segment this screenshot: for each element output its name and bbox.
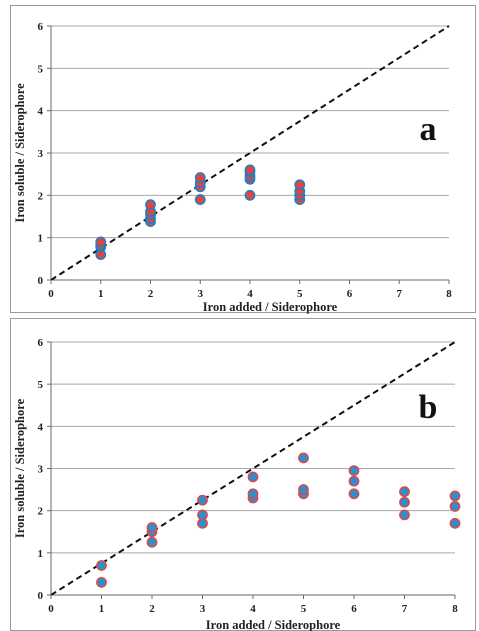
- x-axis-label: Iron added / Siderophore: [206, 618, 341, 631]
- data-point: [348, 488, 360, 500]
- x-tick-label: 0: [48, 603, 54, 615]
- y-tick-label: 6: [38, 337, 44, 349]
- x-tick-label: 2: [149, 603, 155, 615]
- y-tick-label: 5: [38, 63, 44, 75]
- y-tick-label: 6: [38, 21, 44, 33]
- panel-b: 0 1 2 3 4 5 6 0 1 2 3 4 5 6 7 8 Iron added / Siderophore…: [10, 318, 476, 631]
- y-tick-label: 2: [38, 506, 44, 518]
- x-tick-label: 3: [198, 288, 204, 300]
- x-tick-label: 5: [301, 603, 307, 615]
- y-tick-label: 0: [38, 275, 44, 287]
- panel-letter: b: [419, 389, 438, 426]
- x-tick-label: 4: [250, 603, 256, 615]
- x-tick-label: 7: [397, 288, 403, 300]
- x-tick-label: 1: [99, 603, 105, 615]
- data-point: [348, 465, 360, 477]
- data-point: [145, 199, 156, 211]
- y-tick-label: 3: [38, 148, 44, 160]
- x-axis-label: Iron added / Siderophore: [203, 300, 338, 314]
- y-tick-label: 2: [38, 190, 44, 202]
- data-point: [244, 164, 256, 176]
- data-point: [348, 475, 360, 487]
- panel-frame: [10, 5, 476, 313]
- data-point: [194, 172, 206, 183]
- panel-frame: [10, 318, 476, 631]
- y-tick-label: 4: [38, 421, 44, 433]
- x-tick-label: 7: [402, 603, 408, 615]
- x-tick-label: 4: [247, 288, 253, 300]
- x-tick-label: 1: [98, 288, 104, 300]
- data-point: [95, 236, 107, 248]
- data-point: [449, 490, 461, 502]
- data-point: [294, 179, 306, 191]
- x-tick-label: 6: [351, 603, 357, 615]
- x-tick-label: 3: [200, 603, 206, 615]
- y-axis-label: Iron soluble / Siderophore: [13, 83, 27, 223]
- data-point: [449, 517, 461, 529]
- data-point: [399, 496, 410, 508]
- x-tick-label: 8: [446, 288, 452, 300]
- y-tick-label: 4: [38, 106, 44, 118]
- x-tick-label: 0: [48, 288, 54, 300]
- data-point: [146, 522, 158, 533]
- x-tick-label: 6: [347, 288, 353, 300]
- data-point: [244, 189, 256, 201]
- data-point: [96, 576, 107, 588]
- y-tick-label: 5: [38, 379, 44, 391]
- data-point: [197, 509, 208, 521]
- panel-letter: a: [420, 111, 437, 148]
- data-point: [399, 509, 410, 521]
- data-point: [197, 494, 208, 506]
- y-tick-label: 1: [38, 233, 44, 245]
- data-point: [247, 488, 259, 500]
- panel-a: 0 1 2 3 4 5 6 0 1 2 3 4 5 6 7 8 Iron added / Siderophore…: [10, 5, 476, 314]
- data-point: [449, 501, 461, 512]
- y-axis-label: Iron soluble / Siderophore: [13, 398, 27, 538]
- data-point: [399, 486, 410, 498]
- data-point: [146, 536, 158, 548]
- y-tick-label: 0: [38, 590, 44, 602]
- data-point: [96, 560, 107, 571]
- x-tick-label: 2: [148, 288, 154, 300]
- data-point: [194, 194, 206, 205]
- data-point: [298, 484, 309, 495]
- x-tick-label: 8: [452, 603, 458, 615]
- data-point: [247, 471, 259, 483]
- y-tick-label: 1: [38, 548, 44, 560]
- y-tick-label: 3: [38, 464, 44, 476]
- reference-line: [51, 25, 450, 280]
- data-point: [298, 452, 309, 464]
- x-tick-label: 5: [297, 288, 303, 300]
